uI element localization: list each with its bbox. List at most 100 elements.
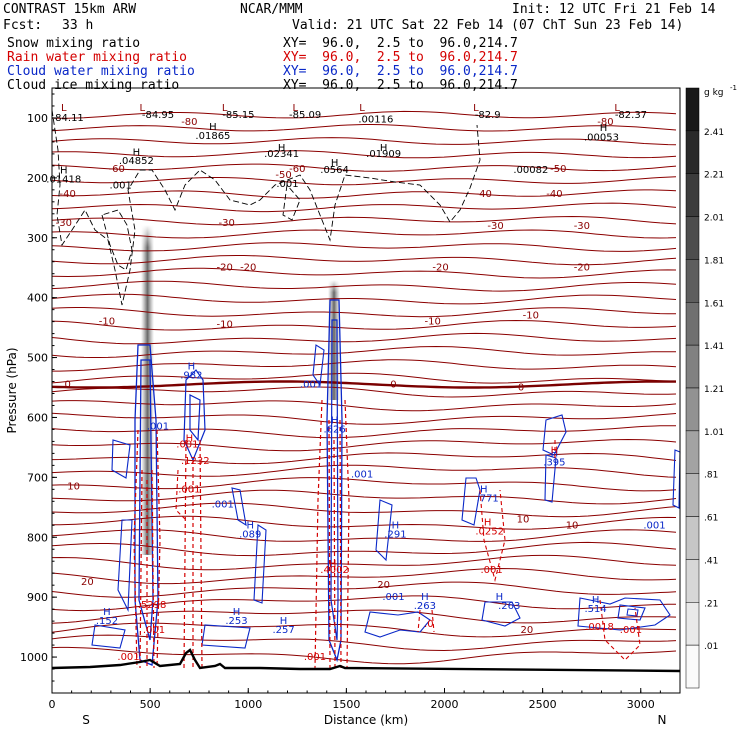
contour-annotation: .0564 — [320, 165, 349, 176]
contour-annotation: H — [186, 433, 194, 444]
colorbar-level-label: .01 — [704, 642, 718, 652]
contour-annotation: .152 — [96, 616, 118, 627]
contour-annotation: .04852 — [119, 156, 154, 167]
contour-annotation: -85.15 — [222, 110, 254, 121]
field-label-snow: Snow mixing ratio — [7, 36, 141, 51]
isotherm-line — [51, 319, 677, 331]
y-axis-label: Pressure (hPa) — [5, 347, 19, 433]
contour-annotation: -84.11 — [52, 113, 84, 124]
isotherm-line — [51, 567, 677, 585]
contour-annotation: -80 — [181, 117, 197, 128]
contour-annotation: L — [359, 103, 365, 114]
forecast-label: Fcst: — [3, 18, 43, 33]
contour-annotation: L — [222, 103, 228, 114]
field-xy-cloud-ice: XY= 96.0, 2.5 to 96.0,214.7 — [283, 78, 518, 93]
contour-annotation: 0 — [390, 380, 396, 391]
contour-annotation: .001 — [620, 625, 642, 636]
contour-annotation: .001 — [480, 565, 502, 576]
isotherm-line — [51, 176, 677, 186]
contour-annotation: H — [209, 122, 217, 133]
contour-annotation: -40 — [546, 189, 562, 200]
y-tick-label: 500 — [27, 352, 48, 365]
contour-annotation: .001 — [147, 421, 169, 432]
contour-annotation: .395 — [543, 457, 565, 468]
contour-annotation: H — [551, 448, 559, 459]
isotherm-line — [51, 345, 677, 358]
isotherm-line — [51, 646, 677, 665]
contour-annotation: 20 — [377, 580, 390, 591]
contour-annotation: H — [188, 362, 196, 373]
contour-annotation: H — [380, 143, 388, 154]
x-axis-label: Distance (km) — [324, 713, 408, 727]
colorbar-swatch — [685, 516, 700, 560]
isotherm-line — [51, 110, 677, 119]
contour-annotation: -50 — [550, 164, 566, 175]
isotherm-line — [51, 229, 677, 239]
contour-annotation: 0 — [518, 383, 524, 394]
contour-labels: L-84.11L-84.95L-85.15L-85.09.00116L-82.9… — [46, 103, 665, 663]
isotherm-line — [51, 541, 677, 557]
contour-annotation: -30 — [218, 218, 234, 229]
contour-annotation: -20 — [217, 263, 233, 274]
contour-annotation: -10 — [217, 320, 233, 331]
contour-annotation: H — [392, 520, 400, 531]
contour-annotation: .00116 — [358, 115, 393, 126]
isotherm-line — [52, 359, 677, 372]
contour-annotation: .626 — [323, 424, 345, 435]
isotherm-line — [51, 372, 677, 384]
colorbar-swatch — [685, 344, 700, 389]
contour-annotation: .263 — [498, 601, 520, 612]
colorbar-level-label: .21 — [704, 599, 718, 609]
contour-annotation: .0 — [424, 619, 434, 630]
contour-annotation: .001 — [300, 380, 322, 391]
colorbar-level-label: .41 — [704, 556, 718, 566]
contour-annotation: -30 — [574, 221, 590, 232]
contour-annotation: L — [473, 103, 479, 114]
contour-annotation: .001 — [643, 520, 665, 531]
isotherm-line — [51, 124, 677, 132]
contour-annotation: .001 — [382, 592, 404, 603]
contour-annotation: .514 — [584, 604, 606, 615]
contour-annotation: .00082 — [513, 165, 548, 176]
colorbar-level-label: 2.41 — [704, 128, 724, 138]
colorbar-level-label: 1.21 — [704, 385, 724, 395]
colorbar-level-label: .81 — [704, 471, 718, 481]
contour-annotation: .4002 — [320, 565, 349, 576]
y-tick-label: 1000 — [20, 651, 48, 664]
colorbar-swatch — [685, 473, 700, 517]
colorbar-level-label: 1.81 — [704, 256, 724, 266]
x-end-left-label: S — [82, 713, 90, 727]
contour-annotation: -50 — [275, 170, 291, 181]
field-label-cloud-water: Cloud water mixing ratio — [7, 64, 195, 79]
contour-annotation: -30 — [56, 218, 72, 229]
isotherm-line — [51, 150, 677, 159]
contour-annotation: .263 — [414, 601, 436, 612]
y-tick-label: 800 — [27, 531, 48, 544]
colorbar-level-label: 2.21 — [704, 171, 724, 181]
colorbar-swatch — [685, 173, 700, 217]
colorbar-swatch — [685, 216, 700, 260]
isotherm-line — [51, 609, 677, 624]
contour-annotation: .001 — [117, 652, 139, 663]
y-tick-label: 300 — [27, 232, 48, 245]
contour-annotation: -30 — [487, 221, 503, 232]
isotherm-line — [51, 581, 677, 598]
contour-annotation: -10 — [99, 317, 115, 328]
contour-annotation: H — [496, 592, 504, 603]
contour-annotation: -82.37 — [615, 110, 647, 121]
contour-annotation: .982 — [180, 371, 202, 382]
contour-annotation: .089 — [239, 529, 261, 540]
terrain-line — [51, 648, 681, 673]
contour-annotation: H — [551, 445, 559, 456]
isotherm-line — [51, 634, 677, 652]
colorbar-swatch — [685, 644, 700, 689]
y-tick-label: 200 — [27, 172, 48, 185]
forecast-hours: 33 h — [62, 18, 94, 33]
contour-annotation: H — [331, 158, 339, 169]
isotherm-line — [51, 255, 677, 266]
contour-annotation: H — [421, 592, 429, 603]
contour-annotation: .291 — [384, 529, 406, 540]
x-tick-label: 2500 — [529, 698, 557, 711]
temperature-contours — [51, 110, 677, 665]
